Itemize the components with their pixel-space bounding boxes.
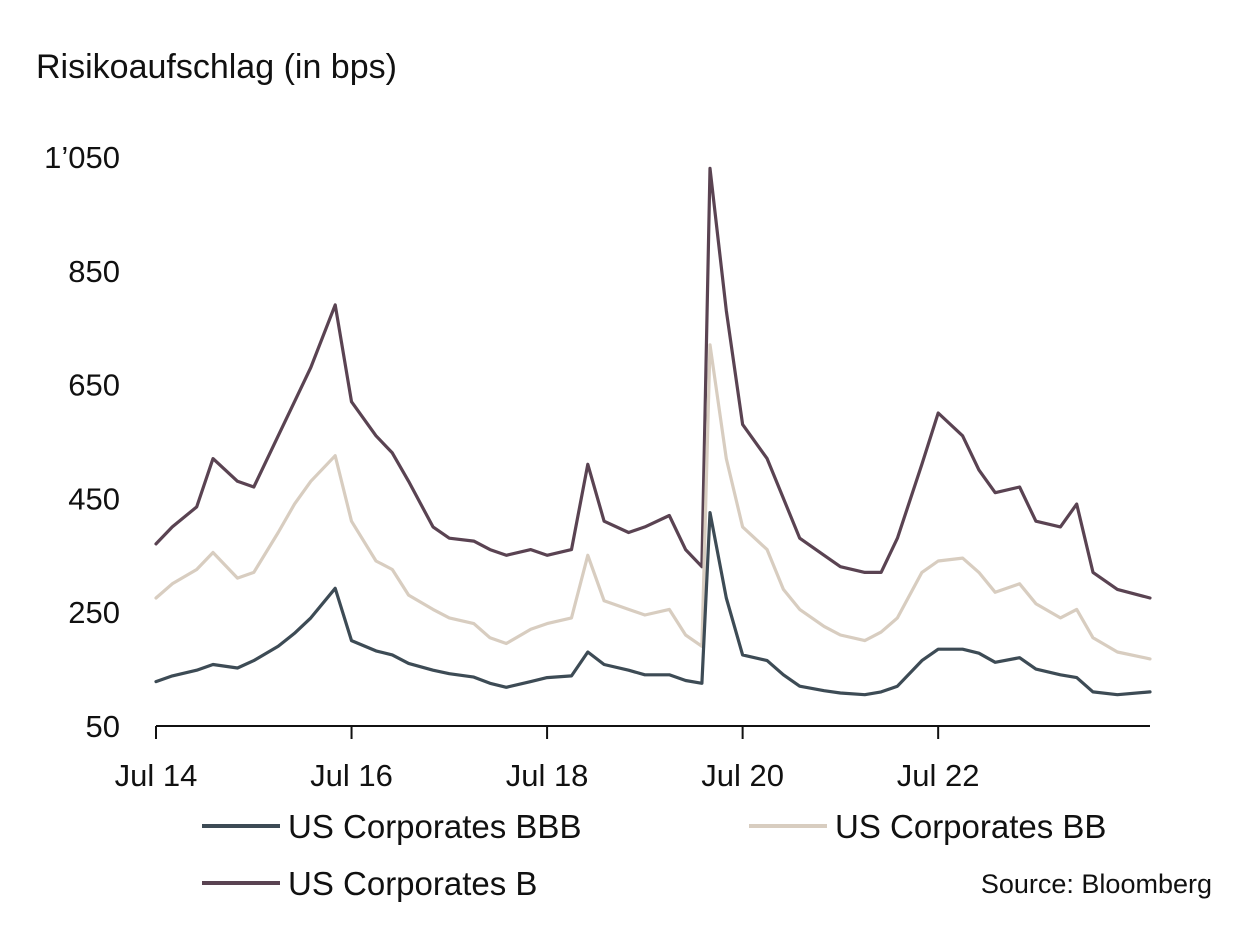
y-tick-label: 450: [68, 481, 120, 516]
x-tick-label: Jul 16: [310, 758, 393, 793]
y-tick-label: 850: [68, 254, 120, 289]
legend-label: US Corporates BB: [835, 808, 1106, 845]
y-tick-label: 650: [68, 368, 120, 403]
series-line-us-corporates-b: [154, 166, 1152, 600]
x-tick-label: Jul 20: [701, 758, 784, 793]
y-tick-label: 1’050: [44, 140, 120, 175]
x-axis: Jul 14 Jul 16 Jul 18 Jul 20 Jul 22: [115, 725, 1150, 793]
series-line-us-corporates-bb: [154, 343, 1152, 661]
y-tick-labels: 50 250 450 650 850 1’050: [44, 140, 120, 744]
x-tick-label: Jul 18: [506, 758, 589, 793]
y-tick-label: 250: [68, 595, 120, 630]
y-axis-title: Risikoaufschlag (in bps): [36, 48, 397, 86]
x-tick-label: Jul 22: [897, 758, 980, 793]
series-lines: [154, 166, 1152, 697]
legend-label: US Corporates B: [288, 865, 537, 902]
legend-label: US Corporates BBB: [288, 808, 581, 845]
y-tick-label: 50: [86, 709, 120, 744]
series-line-us-corporates-bbb: [154, 510, 1152, 697]
source-note: Source: Bloomberg: [981, 869, 1212, 899]
x-tick-label: Jul 14: [115, 758, 198, 793]
legend: US Corporates BBB US Corporates BB US Corp…: [202, 808, 1106, 902]
